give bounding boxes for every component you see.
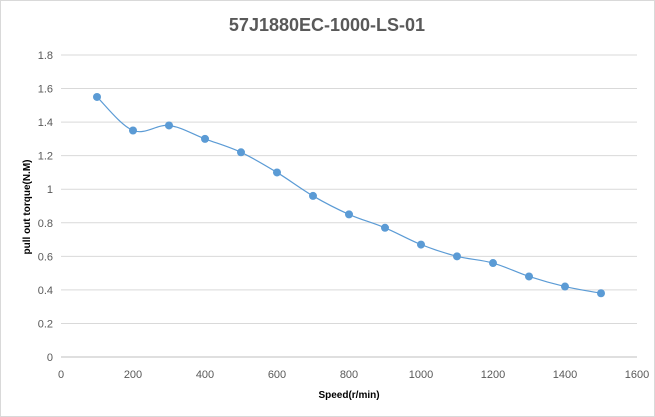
y-tick-label: 0.6: [38, 251, 53, 263]
x-axis-title: Speed(r/min): [318, 390, 379, 401]
y-axis-title: pull out torque(N.M): [22, 160, 33, 255]
y-tick-label: 1: [47, 184, 53, 196]
x-tick-label: 1600: [625, 369, 649, 381]
data-point: [129, 126, 137, 135]
x-tick-label: 200: [124, 369, 142, 381]
data-point: [453, 252, 461, 261]
data-point: [381, 223, 389, 232]
data-point: [165, 121, 173, 130]
y-tick-labels: 0 0.2 0.4 0.6 0.8 1 1.2 1.4 1.6 1.8: [38, 50, 53, 364]
y-tick-label: 0: [47, 352, 53, 364]
data-point: [489, 259, 497, 268]
gridlines: [61, 54, 637, 324]
data-point: [417, 240, 425, 249]
y-tick-label: 1.8: [38, 50, 53, 62]
chart-title: 57J1880EC-1000-LS-01: [229, 15, 425, 35]
data-points: [93, 92, 605, 298]
x-tick-label: 600: [268, 369, 286, 381]
data-point: [597, 289, 605, 298]
data-point: [237, 148, 245, 157]
x-tick-label: 1000: [409, 369, 433, 381]
data-point: [201, 134, 209, 143]
y-tick-label: 0.2: [38, 318, 53, 330]
data-point: [345, 210, 353, 219]
x-tick-label: 0: [58, 369, 64, 381]
y-tick-label: 1.6: [38, 84, 53, 96]
data-point: [273, 168, 281, 177]
x-tick-label: 1200: [481, 369, 505, 381]
x-tick-label: 400: [196, 369, 214, 381]
x-tick-label: 800: [340, 369, 358, 381]
y-tick-label: 1.2: [38, 151, 53, 163]
data-point: [525, 272, 533, 281]
x-tick-labels: 0 200 400 600 800 1000 1200 1400 1600: [58, 369, 649, 381]
y-tick-label: 0.4: [38, 285, 53, 297]
data-point: [561, 282, 569, 291]
data-point: [93, 92, 101, 101]
y-tick-label: 0.8: [38, 218, 53, 230]
data-point: [309, 191, 317, 200]
y-tick-label: 1.4: [38, 117, 53, 129]
x-tick-label: 1400: [553, 369, 577, 381]
